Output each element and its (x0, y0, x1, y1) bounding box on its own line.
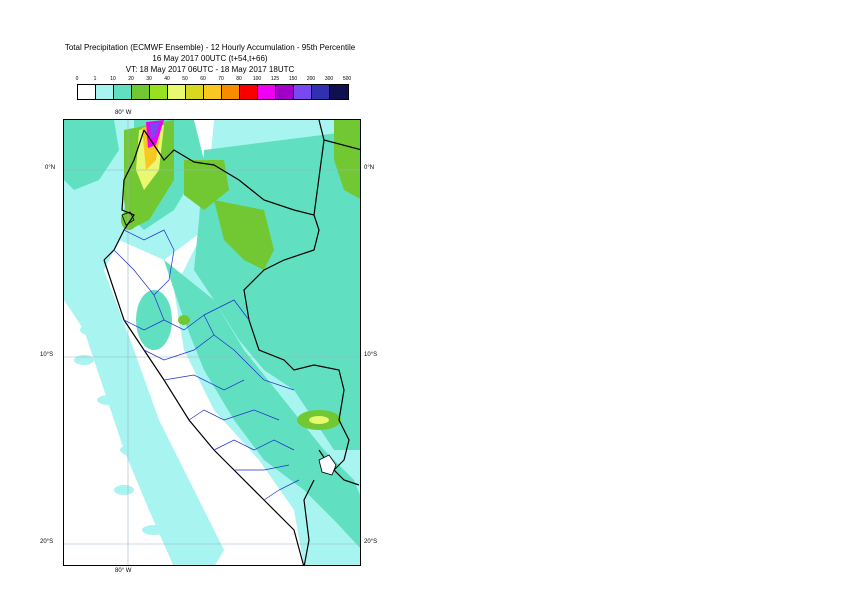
legend-swatch-13 (312, 85, 330, 99)
coast-detail (121, 211, 135, 226)
legend-swatch-5 (168, 85, 186, 99)
legend-tick-10: 100 (252, 76, 262, 82)
legend-swatch-4 (150, 85, 168, 99)
lon-label-bottom: 80° W (115, 568, 132, 574)
legend-tick-0: 0 (75, 76, 79, 82)
lat-label-right-20s: 20°S (364, 539, 378, 545)
legend-swatch-9 (240, 85, 258, 99)
color-legend (77, 84, 349, 100)
department-boundaries (113, 229, 300, 501)
lat-label-right-0: 0°N (364, 165, 375, 171)
legend-tick-13: 200 (306, 76, 316, 82)
legend-tick-4: 30 (146, 76, 152, 82)
legend-tick-1: 1 (93, 76, 97, 82)
legend-swatch-7 (204, 85, 222, 99)
legend-tick-9: 80 (236, 76, 242, 82)
legend-tick-3: 20 (128, 76, 134, 82)
graticule (64, 120, 360, 565)
lat-label-left-20s: 20°S (40, 539, 54, 545)
lat-label-left-10s: 10°S (40, 352, 54, 358)
legend-tick-12: 150 (288, 76, 298, 82)
valid-time: VT: 18 May 2017 06UTC - 18 May 2017 18UT… (125, 65, 295, 74)
lat-label-right-10s: 10°S (364, 352, 378, 358)
legend-tick-2: 10 (110, 76, 116, 82)
legend-tick-15: 500 (342, 76, 352, 82)
legend-swatch-12 (294, 85, 312, 99)
legend-tick-7: 60 (200, 76, 206, 82)
lat-label-left-0: 0°N (45, 165, 56, 171)
legend-tick-6: 50 (182, 76, 188, 82)
legend-swatch-3 (132, 85, 150, 99)
precipitation-map (63, 119, 361, 566)
lake-titicaca (318, 454, 337, 476)
legend-swatch-11 (276, 85, 294, 99)
legend-swatch-6 (186, 85, 204, 99)
legend-tick-5: 40 (164, 76, 170, 82)
legend-swatch-8 (222, 85, 240, 99)
legend-tick-11: 125 (270, 76, 280, 82)
lon-label-top: 80° W (115, 110, 132, 116)
legend-swatch-0 (78, 85, 96, 99)
legend-swatch-1 (96, 85, 114, 99)
legend-swatch-10 (258, 85, 276, 99)
forecast-run: 16 May 2017 00UTC (t+54,t+66) (152, 54, 268, 63)
legend-tick-8: 70 (218, 76, 224, 82)
map-title: Total Precipitation (ECMWF Ensemble) - 1… (64, 43, 356, 52)
precip-field-max (150, 122, 160, 138)
legend-tick-14: 300 (324, 76, 334, 82)
legend-swatch-2 (114, 85, 132, 99)
legend-swatch-14 (330, 85, 348, 99)
